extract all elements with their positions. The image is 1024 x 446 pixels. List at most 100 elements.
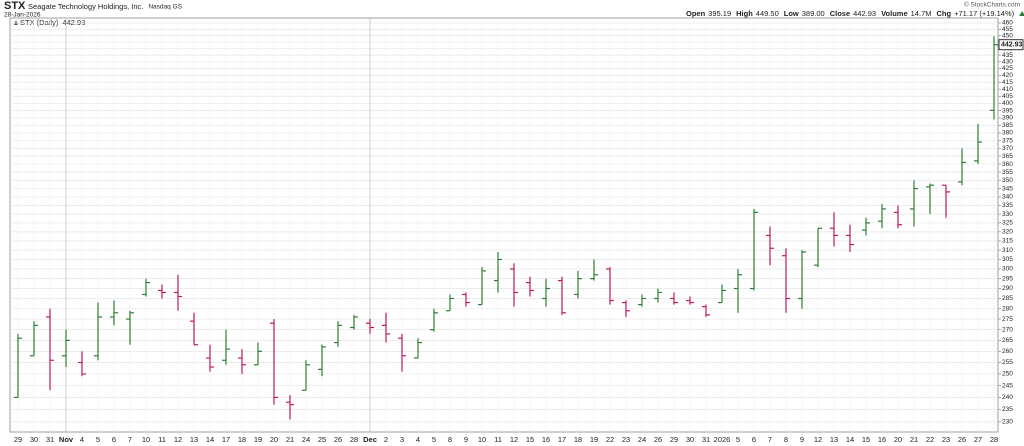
quote-value: 395.19 <box>708 9 731 18</box>
x-tick-label: 6 <box>112 435 116 444</box>
x-tick-label: 7 <box>128 435 132 444</box>
y-tick-label: 250 <box>1002 371 1013 378</box>
y-tick-label: 430 <box>1002 59 1013 66</box>
quote-value: 449.50 <box>756 9 779 18</box>
x-tick-label: 29 <box>14 435 22 444</box>
x-tick-label: 6 <box>752 435 756 444</box>
exchange: Nasdaq GS <box>148 4 182 11</box>
y-tick-label: 245 <box>1002 382 1013 389</box>
x-tick-label: 29 <box>670 435 678 444</box>
legend-name: STX (Daily) <box>20 18 59 27</box>
x-tick-label: 27 <box>974 435 982 444</box>
x-tick-label: 26 <box>334 435 342 444</box>
y-tick-label: 435 <box>1002 52 1013 59</box>
y-tick-label: 275 <box>1002 316 1013 323</box>
x-tick-label: 23 <box>942 435 950 444</box>
y-tick-label: 255 <box>1002 359 1013 366</box>
y-tick-label: 305 <box>1002 256 1013 263</box>
x-tick-label: 30 <box>686 435 694 444</box>
legend-last: 442.93 <box>62 18 85 27</box>
x-tick-label: 20 <box>894 435 902 444</box>
last-price-box <box>998 39 1024 51</box>
x-tick-label: 30 <box>30 435 38 444</box>
y-tick-label: 325 <box>1002 220 1013 227</box>
x-tick-label: 26 <box>958 435 966 444</box>
x-tick-label: 15 <box>862 435 870 444</box>
x-tick-label: 7 <box>768 435 772 444</box>
quote-value: +71.17 (+19.14%) <box>954 9 1015 18</box>
y-tick-label: 425 <box>1002 65 1013 72</box>
grid <box>10 18 998 432</box>
quote-label: Close <box>830 9 850 18</box>
x-tick-label: 17 <box>558 435 566 444</box>
x-tick-label: 5 <box>432 435 436 444</box>
x-tick-label: 14 <box>206 435 214 444</box>
y-tick-label: 230 <box>1002 419 1013 426</box>
x-tick-label: 11 <box>494 435 502 444</box>
ticker: STX <box>4 0 26 12</box>
quote-label: Chg <box>937 9 952 18</box>
x-tick-label: 9 <box>464 435 468 444</box>
y-tick-label: 385 <box>1002 122 1013 129</box>
quote-label: Low <box>784 9 799 18</box>
x-tick-label: 22 <box>606 435 614 444</box>
x-tick-label: 19 <box>590 435 598 444</box>
x-tick-label: 13 <box>190 435 198 444</box>
y-tick-label: 315 <box>1002 238 1013 245</box>
x-tick-label: 21 <box>910 435 918 444</box>
y-tick-label: 330 <box>1002 211 1013 218</box>
x-tick-label: 2 <box>384 435 388 444</box>
x-tick-label: 23 <box>622 435 630 444</box>
x-tick-label: 28 <box>990 435 998 444</box>
y-tick-label: 345 <box>1002 185 1013 192</box>
x-tick-label: 5 <box>736 435 740 444</box>
x-tick-label: 16 <box>542 435 550 444</box>
x-tick-label: 18 <box>238 435 246 444</box>
x-tick-label: 12 <box>510 435 518 444</box>
x-tick-label: 31 <box>702 435 710 444</box>
x-tick-label: 24 <box>302 435 310 444</box>
y-tick-label: 400 <box>1002 100 1013 107</box>
y-tick-label: 410 <box>1002 86 1013 93</box>
y-tick-label: 370 <box>1002 145 1013 152</box>
y-tick-label: 350 <box>1002 177 1013 184</box>
x-tick-label: 12 <box>814 435 822 444</box>
x-tick-label: 31 <box>46 435 54 444</box>
x-tick-label: 13 <box>830 435 838 444</box>
y-tick-label: 420 <box>1002 72 1013 79</box>
x-tick-label: 3 <box>400 435 404 444</box>
y-tick-label: 260 <box>1002 348 1013 355</box>
y-tick-label: 235 <box>1002 406 1013 413</box>
x-tick-label: 9 <box>800 435 804 444</box>
y-tick-label: 280 <box>1002 305 1013 312</box>
y-tick-label: 295 <box>1002 275 1013 282</box>
y-tick-label: 320 <box>1002 229 1013 236</box>
y-tick-label: 380 <box>1002 130 1013 137</box>
x-tick-label: 21 <box>286 435 294 444</box>
y-tick-label: 285 <box>1002 295 1013 302</box>
y-tick-label: 335 <box>1002 202 1013 209</box>
y-tick-label: 375 <box>1002 137 1013 144</box>
y-tick-label: 450 <box>1002 32 1013 39</box>
x-tick-label: 19 <box>254 435 262 444</box>
y-tick-label: 270 <box>1002 326 1013 333</box>
y-tick-label: 300 <box>1002 266 1013 273</box>
quote-value: 389.00 <box>802 9 825 18</box>
x-tick-label: 2026 <box>714 435 731 444</box>
x-tick-label: 11 <box>158 435 166 444</box>
y-tick-label: 290 <box>1002 285 1013 292</box>
x-tick-label: 24 <box>638 435 646 444</box>
x-tick-label: 18 <box>574 435 582 444</box>
y-tick-label: 415 <box>1002 79 1013 86</box>
y-tick-label: 360 <box>1002 161 1013 168</box>
y-tick-label: 265 <box>1002 337 1013 344</box>
plot-frame <box>9 17 999 433</box>
y-tick-label: 355 <box>1002 169 1013 176</box>
x-tick-label: 8 <box>448 435 452 444</box>
legend-icon <box>14 20 18 25</box>
x-tick-label: 10 <box>478 435 486 444</box>
x-tick-label: 26 <box>654 435 662 444</box>
change-arrow <box>1019 11 1024 16</box>
company-name: Seagate Technology Holdings, Inc. <box>28 2 143 11</box>
x-tick-label: 5 <box>96 435 100 444</box>
